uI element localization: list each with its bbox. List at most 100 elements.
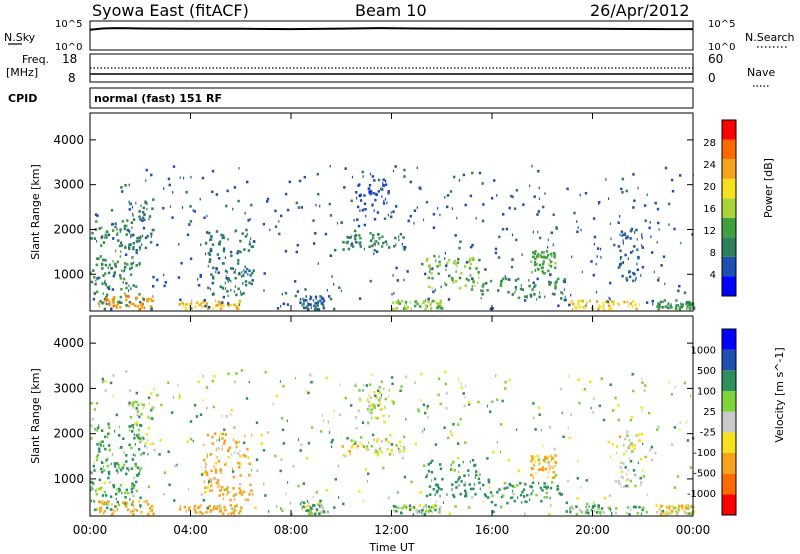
- range-cell: [213, 465, 215, 468]
- range-cell: [434, 443, 438, 446]
- range-cell: [104, 380, 107, 383]
- range-cell: [128, 243, 130, 247]
- range-cell: [622, 485, 626, 488]
- range-cell: [132, 426, 134, 430]
- range-cell: [90, 271, 92, 275]
- range-cell: [98, 227, 101, 230]
- range-cell: [299, 449, 302, 452]
- range-cell: [391, 293, 393, 296]
- range-cell: [200, 473, 204, 476]
- range-cell: [671, 189, 675, 193]
- range-cell: [205, 511, 208, 514]
- range-cell: [130, 302, 133, 306]
- range-cell: [382, 241, 385, 245]
- range-cell: [438, 260, 441, 264]
- range-cell: [620, 461, 622, 465]
- range-cell: [118, 488, 121, 492]
- range-cell: [560, 291, 563, 294]
- range-cell: [320, 302, 323, 305]
- velocity-colorbar-label: Velocity [m s^-1]: [773, 347, 786, 442]
- range-cell: [598, 510, 602, 514]
- range-cell: [204, 486, 207, 490]
- range-cell: [221, 301, 224, 304]
- range-cell: [139, 300, 142, 304]
- range-cell: [98, 507, 102, 510]
- range-cell: [146, 299, 150, 303]
- range-cell: [595, 262, 597, 266]
- range-cell: [289, 502, 291, 505]
- range-cell: [134, 443, 136, 446]
- range-cell: [384, 183, 388, 186]
- range-cell: [490, 500, 494, 504]
- range-cell: [135, 201, 137, 205]
- range-cell: [510, 194, 513, 198]
- range-cell: [593, 242, 595, 246]
- range-cell: [597, 507, 600, 510]
- range-cell: [244, 498, 246, 502]
- range-cell: [632, 249, 634, 253]
- range-cell: [310, 426, 314, 429]
- range-cell: [569, 506, 572, 510]
- range-cell: [359, 193, 362, 197]
- range-cell: [100, 235, 104, 238]
- range-cell: [140, 424, 143, 427]
- range-cell: [395, 443, 398, 447]
- range-cell: [387, 440, 390, 444]
- range-cell: [468, 267, 472, 270]
- range-cell: [246, 180, 249, 184]
- range-cell: [211, 379, 215, 383]
- range-cell: [116, 487, 118, 491]
- range-cell: [642, 442, 644, 446]
- range-cell: [96, 443, 99, 446]
- range-cell: [642, 469, 644, 473]
- noise-sky-label: N.Sky: [4, 31, 36, 44]
- range-cell: [244, 211, 246, 215]
- range-cell: [578, 508, 581, 511]
- range-cell: [464, 265, 467, 268]
- range-cell: [131, 430, 134, 433]
- range-cell: [315, 508, 319, 511]
- range-cell: [117, 463, 120, 467]
- range-cell: [671, 509, 674, 513]
- range-cell: [491, 494, 494, 498]
- range-cell: [325, 489, 329, 492]
- range-cell: [609, 298, 611, 301]
- range-cell: [196, 301, 198, 305]
- range-cell: [655, 504, 658, 507]
- range-cell: [115, 304, 118, 307]
- range-cell: [637, 433, 640, 436]
- range-cell: [495, 398, 499, 401]
- range-cell: [233, 498, 236, 501]
- range-cell: [218, 494, 221, 497]
- range-cell: [374, 239, 376, 243]
- range-cell: [524, 295, 527, 298]
- range-cell: [683, 381, 686, 385]
- range-cell: [426, 473, 428, 477]
- range-cell: [665, 510, 668, 514]
- range-cell: [446, 493, 448, 496]
- range-cell: [660, 504, 664, 508]
- range-cell: [404, 300, 408, 304]
- range-cell: [106, 293, 109, 297]
- range-cell: [194, 510, 197, 514]
- range-cell: [403, 168, 406, 172]
- range-cell: [438, 511, 441, 514]
- range-cell: [147, 452, 149, 456]
- range-cell: [583, 304, 587, 308]
- range-cell: [686, 307, 688, 310]
- range-cell: [363, 194, 366, 197]
- range-cell: [240, 369, 243, 372]
- range-cell: [124, 502, 126, 505]
- range-cell: [138, 263, 141, 267]
- range-cell: [623, 437, 627, 441]
- range-cell: [211, 281, 214, 285]
- range-cell: [431, 277, 434, 280]
- range-cell: [331, 438, 334, 442]
- range-cell: [359, 236, 362, 240]
- range-cell: [677, 289, 680, 293]
- range-cell: [596, 300, 599, 303]
- frequency-panel: Freq. [MHz] 18 8 60 0 Nave: [6, 52, 775, 87]
- range-cell: [153, 387, 155, 391]
- range-cell: [447, 258, 451, 262]
- range-cell: [491, 307, 494, 310]
